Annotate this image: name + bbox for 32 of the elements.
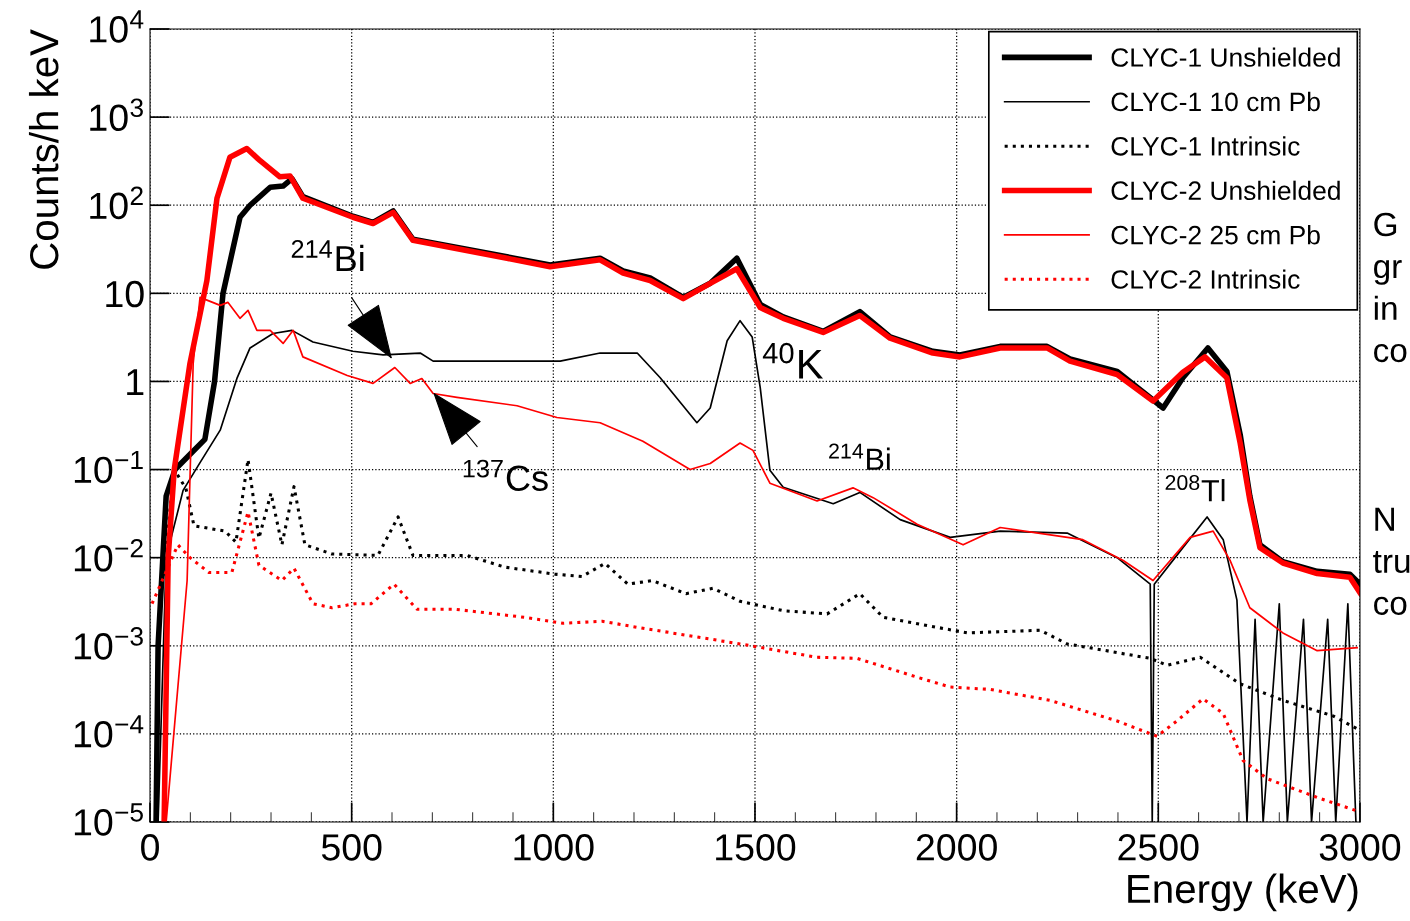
y-tick-label: 10$^{3}$ [90, 98, 143, 132]
text: G gr in co [1374, 212, 1407, 363]
annotation: $^{214}$Bi [829, 443, 890, 470]
text: N tru co [1373, 507, 1410, 615]
legend-label: CLYC-2 25 cm Pb [1111, 225, 1320, 245]
x-tick-label: 2500 [1118, 834, 1199, 861]
y-axis-title: Counts/h keV [28, 29, 59, 269]
x-tick-label: 500 [321, 834, 382, 861]
y-tick-label: 10$^{−4}$ [74, 715, 144, 748]
y-tick-label: 10$^{−1}$ [74, 450, 143, 484]
y-tick-label: 10$^{−3}$ [74, 627, 143, 660]
legend-label: CLYC-2 Intrinsic [1111, 269, 1300, 289]
legend-label: CLYC-2 Unshielded [1111, 180, 1340, 201]
x-tick-label: 3000 [1319, 834, 1401, 861]
annotation: $^{137}$Cs [463, 459, 548, 491]
y-tick-label: 10$^{2}$ [90, 186, 143, 220]
y-tick-label: 1 [127, 369, 144, 396]
legend-label: CLYC-1 10 cm Pb [1111, 91, 1320, 112]
x-tick-label: 2000 [916, 834, 997, 861]
x-tick-label: 1500 [716, 834, 796, 861]
x-axis-title: Energy (keV) [1128, 873, 1358, 912]
y-tick-label: 10$^{−2}$ [74, 539, 143, 572]
x-tick-label: 0 [141, 834, 159, 861]
annotation: $^{40}$K [762, 342, 824, 379]
annotation: $^{208}$Tl [1165, 474, 1225, 502]
annotation: $^{214}$Bi [291, 240, 364, 272]
legend-label: CLYC-1 Unshielded [1111, 47, 1340, 67]
x-tick-label: 1000 [514, 834, 594, 861]
y-tick-label: 10$^{−5}$ [74, 803, 143, 836]
y-tick-label: 10 [106, 280, 144, 308]
legend-label: CLYC-1 Intrinsic [1111, 136, 1300, 156]
y-tick-label: 10$^{4}$ [90, 10, 144, 43]
